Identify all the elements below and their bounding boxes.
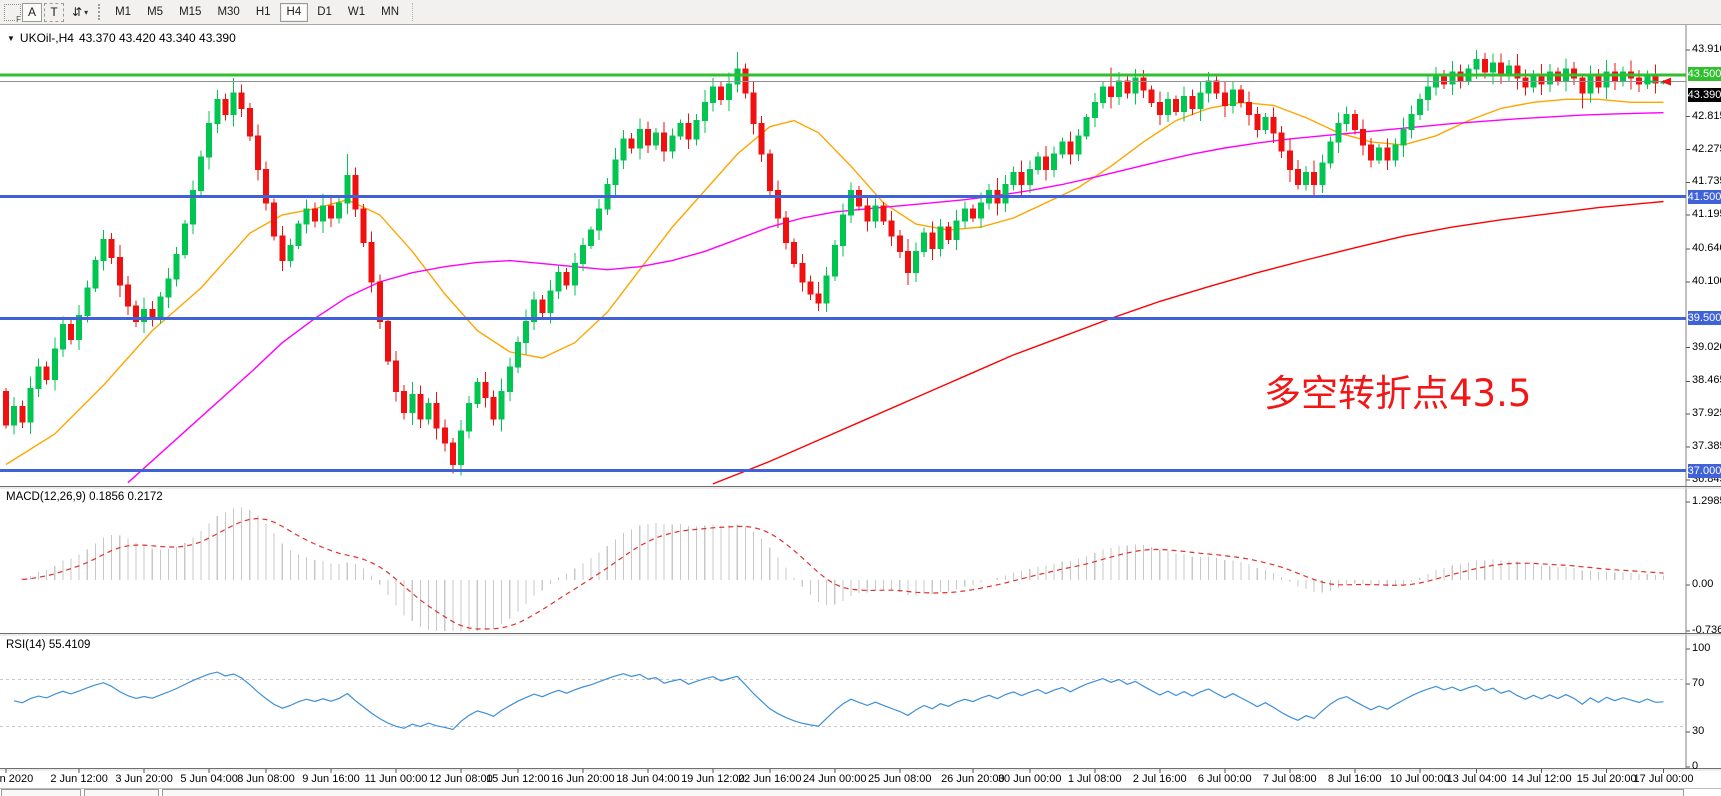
time-axis-label[interactable]: 14 Jul 12:00 <box>1511 773 1572 785</box>
rsi-axis-label: 100 <box>1692 642 1711 654</box>
time-axis-label[interactable]: 24 Jun 00:00 <box>802 773 867 785</box>
chart-header: ▼ UKOil-,H4 43.370 43.420 43.340 43.390 <box>7 31 236 45</box>
chart-tab[interactable] <box>162 789 1684 796</box>
rsi-pane <box>0 671 1686 731</box>
macd-axis-label: 0.00 <box>1692 578 1714 590</box>
timeframe-button-D1[interactable]: D1 <box>317 6 332 18</box>
arrows-tool-button[interactable]: ⇵ ▾ <box>66 3 94 22</box>
price-axis-label: 43.910 <box>1692 43 1721 55</box>
candles <box>3 50 1667 476</box>
toolbar-grip[interactable] <box>98 4 103 20</box>
price-axis-label: 37.385 <box>1692 440 1721 453</box>
macd-pane <box>21 507 1665 631</box>
time-axis-label[interactable]: 10 Jul 00:00 <box>1389 773 1450 785</box>
chart-grip-icon: F <box>4 3 21 24</box>
price-badge-43.390: 43.390 <box>1687 87 1721 102</box>
time-axis-label[interactable]: 13 Jul 04:00 <box>1446 773 1507 785</box>
time-axis-label[interactable]: 6 Jul 00:00 <box>1197 773 1252 785</box>
time-axis-label[interactable]: 1 Jul 08:00 <box>1067 773 1122 785</box>
rsi-axis-label: 30 <box>1692 725 1705 737</box>
chevron-down-icon: ▾ <box>84 7 89 17</box>
rsi-line <box>13 671 1664 731</box>
time-axis-label[interactable]: 8 Jun 08:00 <box>237 773 295 785</box>
rsi-value: 55.4109 <box>48 639 91 651</box>
time-axis-label[interactable]: 2 Jul 16:00 <box>1132 773 1187 785</box>
price-badge-41.500: 41.500 <box>1687 189 1721 204</box>
macd-signal-line <box>22 517 1664 630</box>
price-axis-label: 38.465 <box>1692 374 1721 387</box>
ohlc-values: 43.370 43.420 43.340 43.390 <box>78 31 236 45</box>
price-axis-label: 39.020 <box>1692 340 1721 353</box>
rsi-axis-label: 70 <box>1692 677 1705 689</box>
time-axis-label[interactable]: 25 Jun 08:00 <box>867 773 932 785</box>
price-axis-label: 37.925 <box>1692 407 1721 420</box>
chart-annotation-text[interactable]: 多空转折点43.5 <box>1264 372 1532 415</box>
timeframe-button-MN[interactable]: MN <box>381 6 400 18</box>
main-price-pane <box>3 50 1667 485</box>
macd-axis-label: 1.2985 <box>1692 495 1721 507</box>
time-axis-label[interactable]: 12 Jun 08:00 <box>429 773 493 785</box>
time-axis-label[interactable]: 3 Jun 20:00 <box>115 773 173 785</box>
timeframe-button-M1[interactable]: M1 <box>115 6 132 18</box>
price-axis-label: 41.195 <box>1692 208 1721 221</box>
toolbar-separator <box>412 3 414 21</box>
price-arrow-icon <box>1661 77 1671 86</box>
time-axis-label[interactable]: 9 Jun 16:00 <box>302 773 360 785</box>
timeframe-button-H4[interactable]: H4 <box>279 2 309 22</box>
collapse-icon[interactable]: ▼ <box>7 33 15 43</box>
price-badge-37.000: 37.000 <box>1687 463 1721 478</box>
price-badge-39.500: 39.500 <box>1687 311 1721 326</box>
toolbar: F A T ⇵ ▾ M1 M5 M15 M30 H1 H4 D1 W1 MN <box>0 0 1721 25</box>
macd-axis-label: -0.7362 <box>1692 624 1721 636</box>
price-axis-label: 40.100 <box>1692 274 1721 287</box>
timeframe-button-M15[interactable]: M15 <box>179 6 202 18</box>
time-axis-label[interactable]: 17 Jul 00:00 <box>1633 773 1694 785</box>
time-axis-label[interactable]: 7 Jul 08:00 <box>1262 773 1317 785</box>
time-axis-label[interactable]: 5 Jun 04:00 <box>180 773 238 785</box>
chart-tab[interactable] <box>1 789 81 796</box>
time-axis-label[interactable]: 11 Jun 00:00 <box>364 773 428 785</box>
timeframe-button-M5[interactable]: M5 <box>147 6 164 18</box>
text-label-button[interactable]: A <box>22 2 43 22</box>
time-axis-label[interactable]: 26 Jun 20:00 <box>941 773 1005 785</box>
time-axis-label[interactable]: 15 Jul 20:00 <box>1576 773 1637 785</box>
timeframe-button-M30[interactable]: M30 <box>217 6 240 18</box>
macd-value-2: 0.2172 <box>127 491 163 503</box>
time-axis-label[interactable]: 19 Jun 12:00 <box>681 773 745 785</box>
time-axis-label[interactable]: 16 Jun 20:00 <box>551 773 615 785</box>
rsi-label: RSI(14) 55.4109 <box>6 639 91 651</box>
ma-mid-magenta <box>127 112 1664 484</box>
text-box-button[interactable]: T <box>44 2 65 22</box>
time-axis-label[interactable]: 18 Jun 04:00 <box>616 773 680 785</box>
timeframe-button-H1[interactable]: H1 <box>255 6 271 18</box>
time-axis-label[interactable]: 15 Jun 12:00 <box>486 773 550 785</box>
time-axis-label[interactable]: 1 Jun 2020 <box>0 773 34 785</box>
price-axis-label: 41.735 <box>1692 175 1721 188</box>
symbol-period-label: UKOil-,H4 <box>19 31 74 45</box>
price-axis-label: 42.275 <box>1692 142 1721 155</box>
time-axis-label[interactable]: 22 Jun 16:00 <box>737 773 802 785</box>
time-axis-label[interactable]: 30 Jun 00:00 <box>997 773 1062 785</box>
arrows-icon: ⇵ <box>72 5 83 19</box>
price-axis-label: 42.815 <box>1692 109 1721 122</box>
timeframe-button-W1[interactable]: W1 <box>347 6 366 18</box>
chart-tab[interactable] <box>84 789 159 796</box>
price-axis-label: 40.640 <box>1692 242 1721 254</box>
timeframe-bar: M1 M5 M15 M30 H1 H4 D1 W1 MN <box>107 2 407 22</box>
ma-slow-red <box>712 200 1664 485</box>
macd-value-1: 0.1856 <box>89 491 125 503</box>
macd-label: MACD(12,26,9) 0.1856 0.2172 <box>6 491 163 503</box>
rsi-axis-label: 0 <box>1692 760 1699 772</box>
time-axis-label[interactable]: 2 Jun 12:00 <box>50 773 108 785</box>
time-axis-label[interactable]: 8 Jul 16:00 <box>1327 773 1382 785</box>
price-badge-43.500: 43.500 <box>1687 66 1721 81</box>
